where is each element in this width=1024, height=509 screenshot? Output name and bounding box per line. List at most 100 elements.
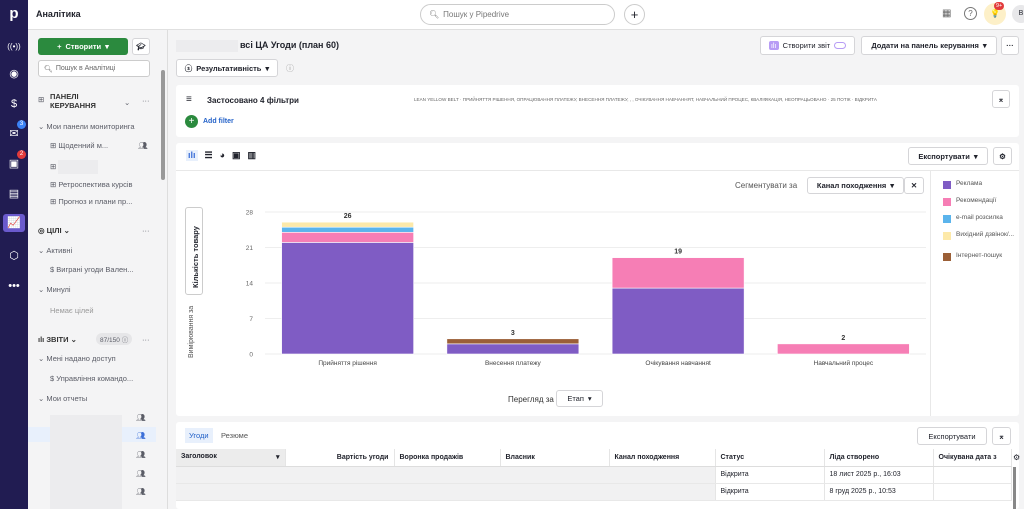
avatar[interactable]: B xyxy=(1012,5,1024,23)
bar-segment[interactable] xyxy=(281,221,414,228)
create-button[interactable]: + Створити ▾ xyxy=(38,38,128,55)
column-chart-icon[interactable]: ılı xyxy=(186,150,198,161)
column-header-owner[interactable]: Власник xyxy=(500,449,610,467)
column-header-value[interactable]: Вартість угоди xyxy=(285,449,395,467)
y-tick-label: 7 xyxy=(249,316,253,323)
bar-segment[interactable] xyxy=(611,257,745,289)
column-header-pipeline[interactable]: Воронка продажів xyxy=(394,449,501,467)
add-filter-icon[interactable]: + xyxy=(185,115,198,128)
item-label xyxy=(58,160,99,174)
goal-item[interactable]: $ Виграні угоди Вален... xyxy=(50,265,134,274)
insights-icon[interactable]: 📈 xyxy=(3,214,25,232)
chart-settings-icon[interactable]: ⚙ xyxy=(993,147,1012,165)
deals-dollar-icon[interactable]: $ xyxy=(10,98,18,110)
legend-label: Вихідний дзвінок/... xyxy=(956,231,1015,238)
measure-by-dropdown[interactable]: Кількість товару xyxy=(185,207,203,295)
legend-label: e-mail розсилка xyxy=(956,214,1003,221)
table-row[interactable]: Відкрита 8 груд 2025 р., 10:53 xyxy=(176,483,1012,501)
legend-item[interactable]: Вихідний дзвінок/... xyxy=(943,231,1018,240)
pipedrive-logo[interactable]: p xyxy=(9,5,19,22)
active-goals-group[interactable]: ⌄ Активні xyxy=(38,246,73,255)
academy-icon[interactable]: 🎓︎ xyxy=(132,38,150,55)
analytics-search-input[interactable]: 🔍︎ Пошук в Аналітиці xyxy=(38,60,150,77)
filter-icon[interactable]: ≡ xyxy=(186,94,192,105)
report-item[interactable]: $ Управління командо... xyxy=(50,374,134,383)
bar-segment[interactable] xyxy=(446,338,580,345)
collapse-filters-icon[interactable]: ⌅ xyxy=(992,90,1010,108)
dashboards-section-title[interactable]: ПАНЕЛІ КЕРУВАННЯ xyxy=(38,92,96,110)
chevron-down-icon[interactable]: ⌄ xyxy=(124,98,131,107)
sidebar-dashboard-item[interactable]: ⊞ xyxy=(50,160,99,174)
collapse-table-icon[interactable]: ⌅ xyxy=(992,427,1011,445)
legend-item[interactable]: Інтернет-пошук xyxy=(943,252,1018,261)
export-chart-button[interactable]: Експортувати ▾ xyxy=(908,147,988,165)
legend-item[interactable]: Реклама xyxy=(943,180,1018,189)
contacts-icon[interactable]: ▤ xyxy=(8,188,20,200)
bar-chart-icon[interactable]: ☰ xyxy=(204,150,213,160)
bar-segment[interactable] xyxy=(281,226,414,233)
more-icon[interactable]: ••• xyxy=(8,280,20,292)
column-header-expected-close[interactable]: Очікувана дата з xyxy=(933,449,1012,467)
legend-swatch xyxy=(943,198,951,206)
export-table-button[interactable]: Експортувати xyxy=(917,427,987,445)
sidebar-dashboard-item[interactable]: ⊞ Ретроспектива курсів xyxy=(50,180,133,189)
column-settings-icon[interactable]: ⚙ xyxy=(1013,453,1021,462)
legend-item[interactable]: Рекомендації xyxy=(943,197,1018,206)
bar-segment[interactable] xyxy=(281,231,414,243)
bar-segment[interactable] xyxy=(281,242,414,355)
segment-by-dropdown[interactable]: Канал походження ▾ xyxy=(807,177,904,194)
table-scrollbar[interactable] xyxy=(1013,467,1016,509)
dashboards-title-text: ПАНЕЛІ КЕРУВАННЯ xyxy=(50,92,96,110)
reports-section-title[interactable]: ılı ЗВІТИ ⌄ xyxy=(38,335,77,344)
products-box-icon[interactable]: ⬡ xyxy=(9,250,19,262)
create-report-button[interactable]: ılı Створити звіт xyxy=(760,36,855,55)
target-icon[interactable]: ◉ xyxy=(9,68,19,80)
tab-deals[interactable]: Угоди xyxy=(185,428,213,443)
more-options-icon[interactable]: ··· xyxy=(142,335,150,344)
view-type-dropdown[interactable]: ⓢ Результативність ▾ xyxy=(176,59,278,77)
top-bar: Аналітика 🔍︎ Пошук у Pipedrive + ▦ ? 💡 9+… xyxy=(28,0,1024,30)
column-header-created[interactable]: Ліда створено xyxy=(824,449,934,467)
my-dashboards-group[interactable]: ⌄ Мои панели мониторинга xyxy=(38,122,135,131)
table-row[interactable]: Відкрита 18 лист 2025 р., 16:03 xyxy=(176,466,1012,484)
bar-segment[interactable] xyxy=(777,343,910,355)
scorecard-icon[interactable]: ▣ xyxy=(232,150,241,160)
more-actions-button[interactable]: ··· xyxy=(1001,36,1019,55)
table-icon[interactable]: ▥ xyxy=(247,150,257,160)
add-filter-link[interactable]: Add filter xyxy=(203,118,234,125)
group-label: Мені надано доступ xyxy=(46,354,116,363)
help-icon[interactable]: ? xyxy=(964,7,977,20)
shared-reports-group[interactable]: ⌄ Мені надано доступ xyxy=(38,354,116,363)
tab-summary[interactable]: Резюме xyxy=(221,431,248,440)
column-header-status[interactable]: Статус xyxy=(715,449,825,467)
info-icon[interactable]: ⓘ xyxy=(286,64,294,73)
more-options-icon[interactable]: ··· xyxy=(142,96,150,105)
view-by-dropdown[interactable]: Етап ▾ xyxy=(556,390,603,407)
filters-summary[interactable]: LEAN YELLOW BELT · ПРИЙНЯТТЯ РІШЕННЯ, ОП… xyxy=(414,97,877,102)
sidebar-scrollbar[interactable] xyxy=(161,70,165,180)
past-goals-group[interactable]: ⌄ Минулі xyxy=(38,285,71,294)
goals-section-title[interactable]: ◎ ЦІЛІ ⌄ xyxy=(38,226,70,235)
column-header-title[interactable]: Заголовок ▾ xyxy=(176,449,286,467)
column-header-source[interactable]: Канал походження xyxy=(609,449,716,467)
marketplace-icon[interactable]: ▦ xyxy=(942,8,952,19)
broadcast-icon[interactable]: ((•)) xyxy=(7,42,21,51)
filters-applied-label[interactable]: Застосовано 4 фільтри xyxy=(207,96,299,105)
calendar-badge: 2 xyxy=(17,150,26,159)
bar-segment[interactable] xyxy=(611,287,745,355)
legend-item[interactable]: e-mail розсилка xyxy=(943,214,1018,223)
sort-icon[interactable]: ▾ xyxy=(275,454,280,462)
sidebar-dashboard-item[interactable]: ⊞ Прогноз и плани пр... xyxy=(50,197,133,206)
more-options-icon[interactable]: ··· xyxy=(142,226,150,235)
global-search-input[interactable]: 🔍︎ Пошук у Pipedrive xyxy=(420,4,615,25)
bar-segment[interactable] xyxy=(446,343,580,355)
mail-icon[interactable]: ✉ xyxy=(9,128,19,140)
sidebar-dashboard-item[interactable]: ⊞ Щоденний м... xyxy=(50,141,109,150)
calendar-icon[interactable]: ▣ xyxy=(8,158,20,170)
clear-segment-icon[interactable]: ✕ xyxy=(904,177,924,194)
pie-chart-icon[interactable]: ◕ xyxy=(219,150,226,160)
created-cell: 8 груд 2025 р., 10:53 xyxy=(824,483,934,501)
my-reports-group[interactable]: ⌄ Мои отчеты xyxy=(38,394,88,403)
add-to-dashboard-button[interactable]: Додати на панель керування ▾ xyxy=(861,36,997,55)
quick-add-button[interactable]: + xyxy=(624,4,645,25)
